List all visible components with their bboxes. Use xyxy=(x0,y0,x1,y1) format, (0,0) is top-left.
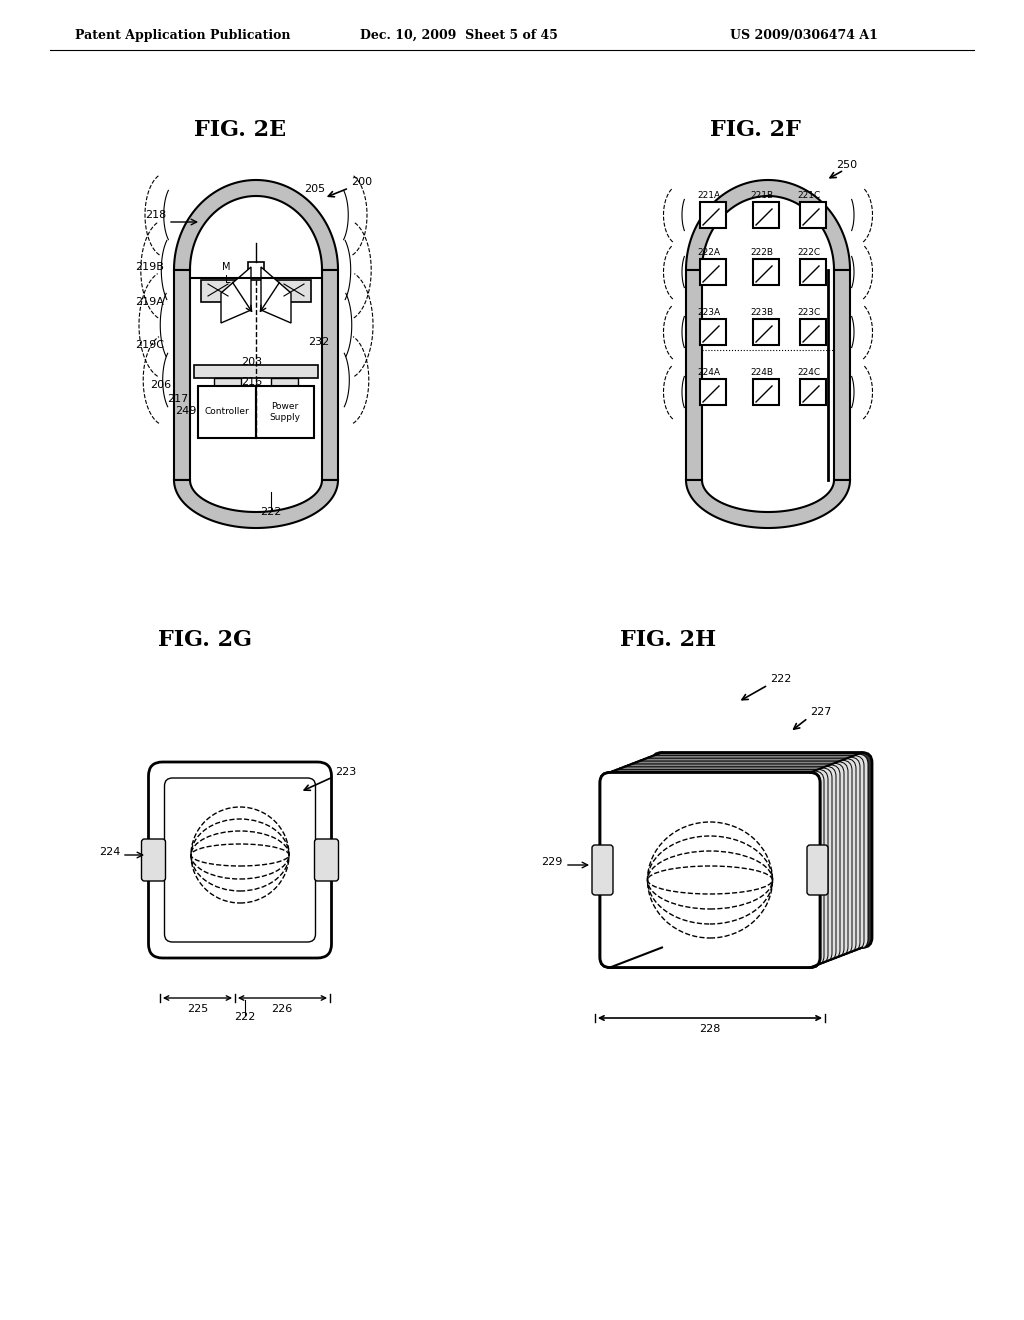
Bar xyxy=(256,385,314,438)
FancyBboxPatch shape xyxy=(632,760,852,956)
Polygon shape xyxy=(686,271,702,480)
Bar xyxy=(201,280,234,302)
FancyBboxPatch shape xyxy=(600,772,820,968)
Text: Patent Application Publication: Patent Application Publication xyxy=(75,29,291,41)
Bar xyxy=(248,261,264,280)
Polygon shape xyxy=(261,267,291,323)
Text: 216: 216 xyxy=(241,378,262,387)
Bar xyxy=(271,378,298,400)
Bar xyxy=(214,378,241,400)
Text: 224: 224 xyxy=(98,847,120,857)
Text: 232: 232 xyxy=(308,337,330,347)
Bar xyxy=(800,319,826,345)
Text: 224A: 224A xyxy=(697,368,721,378)
Text: Dec. 10, 2009  Sheet 5 of 45: Dec. 10, 2009 Sheet 5 of 45 xyxy=(360,29,558,41)
Text: 219B: 219B xyxy=(135,261,164,272)
Text: 227: 227 xyxy=(810,708,831,717)
Bar xyxy=(753,259,779,285)
Text: 224C: 224C xyxy=(798,368,820,378)
Text: FIG. 2E: FIG. 2E xyxy=(194,119,286,141)
FancyBboxPatch shape xyxy=(807,845,828,895)
Bar xyxy=(194,366,318,378)
FancyBboxPatch shape xyxy=(141,840,166,880)
Text: Power
Supply: Power Supply xyxy=(269,403,300,421)
Text: 218: 218 xyxy=(144,210,166,220)
FancyBboxPatch shape xyxy=(165,777,315,942)
Text: FIG. 2G: FIG. 2G xyxy=(158,630,252,651)
Text: 223C: 223C xyxy=(798,308,820,317)
FancyBboxPatch shape xyxy=(314,840,339,880)
Text: 203: 203 xyxy=(241,356,262,367)
Text: 219C: 219C xyxy=(135,341,164,350)
FancyBboxPatch shape xyxy=(612,768,831,962)
FancyBboxPatch shape xyxy=(600,772,820,968)
FancyBboxPatch shape xyxy=(620,764,840,960)
Text: 226: 226 xyxy=(271,1005,293,1014)
Polygon shape xyxy=(322,271,338,480)
FancyBboxPatch shape xyxy=(616,767,836,961)
Text: 222B: 222B xyxy=(751,248,773,257)
Text: 206: 206 xyxy=(150,380,171,389)
Bar xyxy=(700,259,726,285)
Text: 250: 250 xyxy=(836,160,857,170)
Bar xyxy=(278,280,311,302)
FancyBboxPatch shape xyxy=(648,754,868,949)
Text: 222: 222 xyxy=(234,1012,256,1022)
Text: 221B: 221B xyxy=(751,191,773,201)
Bar xyxy=(800,202,826,228)
Text: US 2009/0306474 A1: US 2009/0306474 A1 xyxy=(730,29,878,41)
Text: 222C: 222C xyxy=(798,248,820,257)
Text: Controller: Controller xyxy=(205,408,250,417)
Text: 249: 249 xyxy=(175,407,196,416)
Text: 228: 228 xyxy=(699,1024,721,1034)
Text: 200: 200 xyxy=(351,177,372,187)
Text: 222: 222 xyxy=(260,507,282,517)
FancyBboxPatch shape xyxy=(604,771,824,966)
Polygon shape xyxy=(221,267,251,323)
FancyBboxPatch shape xyxy=(652,752,872,948)
Bar xyxy=(753,202,779,228)
Bar xyxy=(700,202,726,228)
Text: 217: 217 xyxy=(167,393,188,404)
Bar xyxy=(198,385,256,438)
Polygon shape xyxy=(686,480,850,528)
Bar xyxy=(700,319,726,345)
Text: 219A: 219A xyxy=(135,297,164,308)
Text: L: L xyxy=(225,275,230,285)
Bar xyxy=(753,319,779,345)
Text: 221C: 221C xyxy=(798,191,820,201)
Text: 205: 205 xyxy=(304,183,326,194)
FancyBboxPatch shape xyxy=(148,762,332,958)
Text: 223B: 223B xyxy=(751,308,773,317)
Text: 223: 223 xyxy=(335,767,356,777)
Text: 222: 222 xyxy=(770,675,792,684)
Text: 223A: 223A xyxy=(697,308,721,317)
FancyBboxPatch shape xyxy=(644,755,864,950)
FancyBboxPatch shape xyxy=(592,845,613,895)
Bar xyxy=(800,379,826,405)
Text: FIG. 2F: FIG. 2F xyxy=(710,119,801,141)
FancyBboxPatch shape xyxy=(636,759,856,953)
FancyBboxPatch shape xyxy=(608,770,828,965)
Text: M: M xyxy=(222,261,230,272)
Text: 225: 225 xyxy=(187,1005,209,1014)
Text: FIG. 2H: FIG. 2H xyxy=(620,630,716,651)
Text: 221A: 221A xyxy=(697,191,721,201)
FancyBboxPatch shape xyxy=(640,758,860,952)
Text: 229: 229 xyxy=(541,857,562,867)
Polygon shape xyxy=(174,271,190,480)
Polygon shape xyxy=(174,480,338,528)
Bar xyxy=(700,379,726,405)
Polygon shape xyxy=(174,180,338,271)
Bar xyxy=(753,379,779,405)
Polygon shape xyxy=(834,271,850,480)
FancyBboxPatch shape xyxy=(624,763,844,958)
Text: 222A: 222A xyxy=(697,248,721,257)
Bar xyxy=(800,259,826,285)
Polygon shape xyxy=(686,180,850,271)
Text: 224B: 224B xyxy=(751,368,773,378)
FancyBboxPatch shape xyxy=(628,762,848,957)
